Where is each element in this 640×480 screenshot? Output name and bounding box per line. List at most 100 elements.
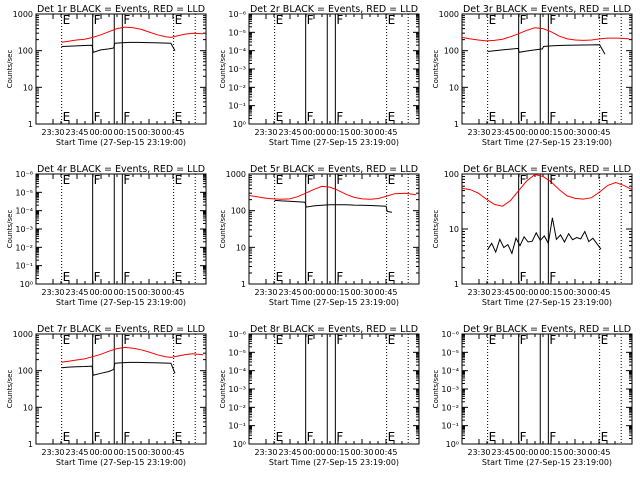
x-tick-label: 23:45 — [65, 448, 88, 457]
x-tick-label: 00:00 — [515, 128, 538, 137]
marker-bottom-E: E — [489, 110, 497, 124]
x-axis-label: Start Time (27-Sep-15 23:19:00) — [269, 458, 399, 467]
marker-bottom-E: E — [388, 110, 396, 124]
marker-bottom-E: E — [175, 430, 183, 444]
marker-top-E: E — [63, 333, 71, 347]
marker-top-F: F — [549, 333, 556, 347]
y-tick-label: 10⁰ — [20, 280, 33, 289]
marker-bottom-E: E — [276, 270, 284, 284]
panel-det-7r: Det 7r BLACK = Events, RED = LLD 1 10 100 10… — [6, 324, 207, 467]
x-tick-label: 00:00 — [89, 288, 112, 297]
marker-bottom-E: E — [276, 110, 284, 124]
y-tick-label: 1000 — [226, 170, 246, 179]
y-tick-label: 10 — [449, 225, 459, 234]
y-tick-label: 1000 — [13, 330, 33, 339]
y-tick-label: 10⁻⁴ — [228, 367, 246, 376]
marker-top-E: E — [63, 173, 71, 187]
x-tick-label: 23:30 — [41, 448, 64, 457]
panel-frame — [461, 13, 633, 125]
marker-bottom-F: F — [307, 270, 314, 284]
marker-top-E: E — [276, 333, 284, 347]
marker-top-F: F — [94, 173, 101, 187]
x-tick-label: 00:30 — [350, 448, 373, 457]
marker-top-F: F — [307, 333, 314, 347]
marker-top-F: F — [336, 333, 343, 347]
marker-bottom-F: F — [336, 430, 343, 444]
x-axis-label: Start Time (27-Sep-15 23:19:00) — [482, 298, 612, 307]
y-tick-label: 10⁻⁵ — [441, 348, 459, 357]
marker-bottom-F: F — [307, 110, 314, 124]
marker-top-E: E — [489, 13, 497, 27]
x-tick-label: 23:45 — [278, 128, 301, 137]
panel-title: Det 9r BLACK = Events, RED = LLD — [463, 324, 631, 335]
x-tick-label: 00:00 — [89, 448, 112, 457]
x-tick-label: 23:45 — [65, 288, 88, 297]
x-tick-label: 23:45 — [491, 288, 514, 297]
panel-det-3r: Det 3r BLACK = Events, RED = LLD 1 10 100 10… — [432, 4, 633, 147]
x-tick-label: 00:30 — [137, 448, 160, 457]
y-tick-label: 10⁻¹ — [441, 422, 459, 431]
panel-det-4r: Det 4r BLACK = Events, RED = LLD 10⁰ 10⁻¹ 1… — [6, 164, 207, 307]
marker-top-F: F — [520, 333, 527, 347]
x-tick-label: 23:30 — [41, 288, 64, 297]
panel-det-2r: Det 2r BLACK = Events, RED = LLD 10⁰ 10⁻¹ 1… — [219, 4, 420, 147]
marker-bottom-E: E — [63, 110, 71, 124]
x-tick-label: 00:45 — [161, 128, 184, 137]
y-axis-label: Counts/sec — [432, 210, 440, 249]
panel-det-6r: Det 6r BLACK = Events, RED = LLD 1 10 100 Co… — [432, 164, 633, 307]
marker-bottom-E: E — [276, 430, 284, 444]
y-tick-label: 1 — [241, 280, 246, 289]
x-tick-label: 00:00 — [515, 288, 538, 297]
marker-top-E: E — [601, 13, 609, 27]
marker-bottom-E: E — [388, 430, 396, 444]
x-tick-label: 00:30 — [563, 448, 586, 457]
panel-det-1r: Det 1r BLACK = Events, RED = LLD 1 10 100 10… — [6, 4, 207, 147]
x-tick-label: 00:00 — [302, 448, 325, 457]
y-tick-label: 1000 — [13, 10, 33, 19]
marker-top-E: E — [175, 333, 183, 347]
y-tick-label: 10⁻⁵ — [228, 348, 246, 357]
y-axis-label: Counts/sec — [6, 370, 14, 409]
x-tick-label: 00:00 — [302, 288, 325, 297]
events-series-line — [274, 199, 393, 213]
y-tick-label: 100 — [18, 47, 33, 56]
y-tick-label: 100 — [444, 170, 459, 179]
panel-det-5r: Det 5r BLACK = Events, RED = LLD 1 10 100 10… — [219, 164, 420, 307]
y-tick-label: 10⁻⁶ — [15, 170, 33, 179]
marker-bottom-F: F — [307, 430, 314, 444]
marker-top-F: F — [336, 173, 343, 187]
marker-top-F: F — [549, 173, 556, 187]
marker-bottom-F: F — [336, 110, 343, 124]
y-axis-label: Counts/sec — [219, 50, 227, 89]
marker-top-F: F — [94, 13, 101, 27]
y-tick-label: 10 — [449, 83, 459, 92]
x-axis-label: Start Time (27-Sep-15 23:19:00) — [482, 458, 612, 467]
y-tick-label: 10⁻⁶ — [228, 330, 246, 339]
marker-bottom-E: E — [175, 270, 183, 284]
marker-top-F: F — [307, 13, 314, 27]
x-tick-label: 00:30 — [137, 128, 160, 137]
y-tick-label: 10⁻² — [228, 403, 246, 412]
x-axis-label: Start Time (27-Sep-15 23:19:00) — [269, 298, 399, 307]
y-tick-label: 10⁻⁴ — [15, 207, 33, 216]
y-tick-label: 1 — [28, 120, 33, 129]
x-tick-label: 00:45 — [587, 128, 610, 137]
x-tick-label: 23:30 — [467, 448, 490, 457]
x-tick-label: 00:00 — [89, 128, 112, 137]
panel-title: Det 7r BLACK = Events, RED = LLD — [37, 324, 205, 335]
y-tick-label: 10⁻² — [15, 243, 33, 252]
y-tick-label: 10⁻⁶ — [441, 330, 459, 339]
events-series-line — [61, 361, 176, 376]
marker-top-F: F — [336, 13, 343, 27]
y-tick-label: 10 — [23, 403, 33, 412]
panel-det-8r: Det 8r BLACK = Events, RED = LLD 10⁰ 10⁻¹ 1… — [219, 324, 420, 467]
marker-bottom-F: F — [123, 430, 130, 444]
marker-top-E: E — [388, 173, 396, 187]
events-series-line — [487, 44, 606, 55]
y-tick-label: 10⁻² — [228, 83, 246, 92]
events-series-line — [487, 217, 602, 255]
panel-frame — [35, 333, 207, 445]
marker-bottom-F: F — [123, 110, 130, 124]
x-tick-label: 23:30 — [41, 128, 64, 137]
x-tick-label: 00:15 — [326, 128, 349, 137]
